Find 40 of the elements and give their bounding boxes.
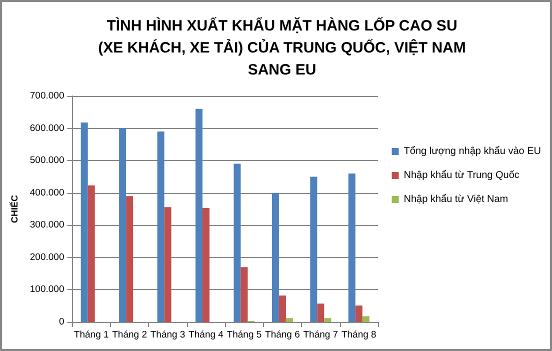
bar bbox=[324, 318, 332, 322]
x-tick-label: Tháng 6 bbox=[265, 330, 300, 340]
y-tick-label: 400.000 bbox=[30, 187, 64, 198]
bar bbox=[88, 185, 95, 322]
x-tick-label: Tháng 7 bbox=[303, 330, 338, 340]
y-tick-label: 600.000 bbox=[30, 122, 64, 134]
x-tick-label: Tháng 5 bbox=[226, 330, 262, 340]
x-tick-label: Tháng 3 bbox=[150, 330, 186, 340]
bar bbox=[355, 306, 362, 322]
bar bbox=[234, 164, 241, 322]
bar bbox=[240, 267, 248, 322]
y-tick-label: 700.000 bbox=[30, 90, 64, 102]
bar bbox=[126, 196, 134, 322]
legend-label: Tổng lượng nhập khẩu vào EU bbox=[404, 145, 542, 157]
chart-title: TÌNH HÌNH XUẤT KHẨU MẶT HÀNG LỐP CAO SU (XE KHÁCH, XE TẢI) CỦA TRUNG QUỐC, VIỆT NAM SANG EU bbox=[98, 16, 466, 78]
bar bbox=[286, 318, 293, 322]
y-tick-label: 300.000 bbox=[30, 220, 64, 231]
y-tick-label: 500.000 bbox=[30, 155, 64, 166]
bar bbox=[317, 304, 324, 322]
bar bbox=[164, 207, 172, 322]
x-tick-label: Tháng 8 bbox=[341, 330, 376, 340]
bar bbox=[119, 128, 126, 322]
bar bbox=[310, 176, 318, 322]
bar bbox=[202, 208, 210, 322]
bar bbox=[196, 108, 203, 322]
y-axis-title: CHIẾC bbox=[8, 194, 20, 224]
x-tick-label: Tháng 2 bbox=[112, 330, 148, 340]
legend-label: Nhập khẩu từ Việt Nam bbox=[404, 193, 508, 205]
bar bbox=[157, 132, 164, 322]
bar bbox=[80, 122, 88, 322]
y-tick-label: 0 bbox=[58, 316, 64, 328]
bar bbox=[362, 316, 370, 322]
x-tick-label: Tháng 1 bbox=[74, 330, 109, 340]
bar bbox=[278, 296, 286, 322]
y-tick-label: 200.000 bbox=[30, 252, 64, 263]
legend-label: Nhập khẩu từ Trung Quốc bbox=[404, 169, 520, 181]
x-tick-label: Tháng 4 bbox=[188, 330, 224, 340]
bar bbox=[272, 192, 279, 322]
y-tick-label: 100.000 bbox=[30, 284, 64, 296]
bar bbox=[348, 173, 356, 322]
